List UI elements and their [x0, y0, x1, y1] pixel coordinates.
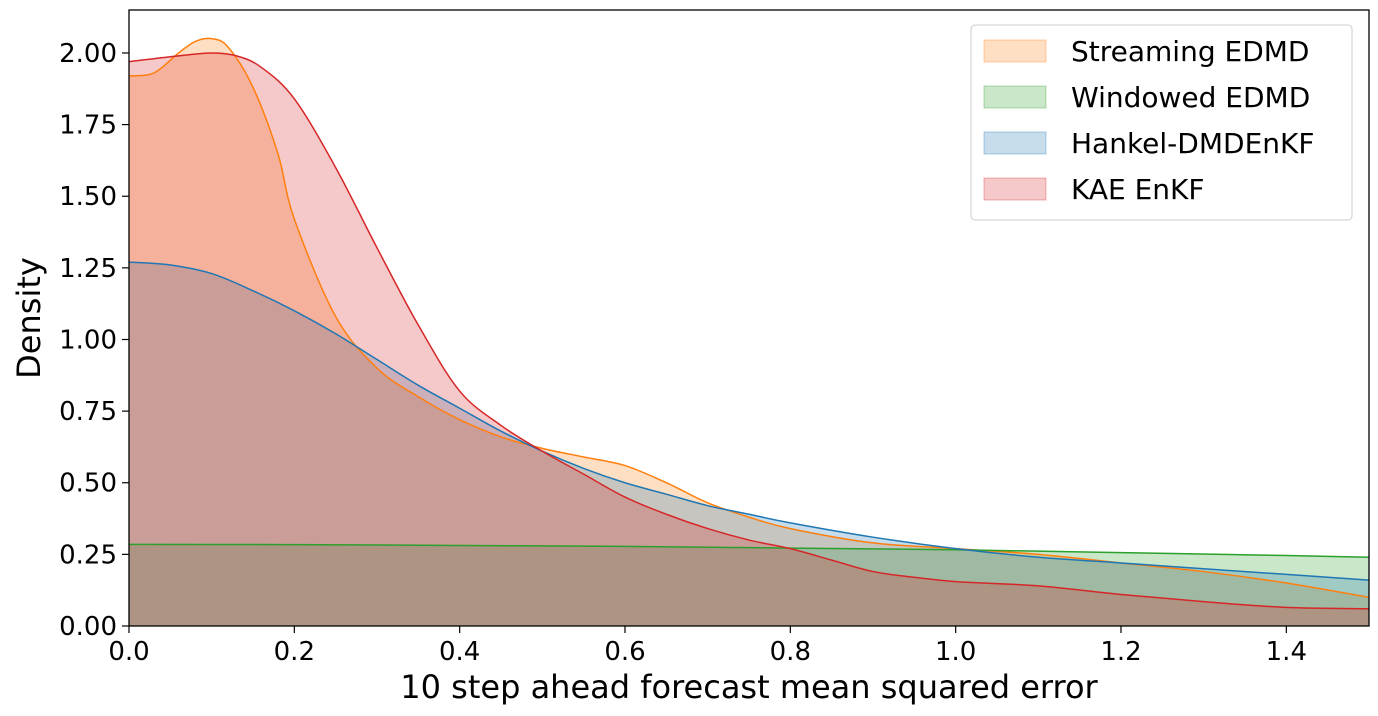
- x-tick-label: 0.2: [274, 637, 315, 667]
- y-tick-label: 1.75: [59, 111, 117, 141]
- y-tick-label: 0.50: [59, 469, 117, 499]
- y-axis-label: Density: [10, 257, 48, 379]
- x-tick-label: 1.0: [935, 637, 976, 667]
- area-streaming-edmd: [129, 38, 1369, 626]
- legend: Streaming EDMD Windowed EDMD Hankel-DMDEnK…: [970, 24, 1353, 221]
- y-tick-label: 2.00: [59, 39, 117, 69]
- density-areas: [129, 38, 1369, 626]
- x-tick-label: 1.4: [1266, 637, 1307, 667]
- legend-item: Hankel-DMDEnKF: [983, 127, 1314, 160]
- x-tick-label: 1.2: [1100, 637, 1141, 667]
- x-tick-label: 0.0: [108, 637, 149, 667]
- legend-swatch: [983, 39, 1047, 63]
- y-tick-label: 0.00: [59, 612, 117, 642]
- plot-frame: [128, 9, 1370, 627]
- x-tick-label: 0.4: [439, 637, 480, 667]
- x-axis-label: 10 step ahead forecast mean squared erro…: [400, 668, 1098, 706]
- legend-swatch: [983, 85, 1047, 109]
- y-tick-label: 1.25: [59, 254, 117, 284]
- line-streaming-edmd: [129, 37, 1369, 599]
- x-tick-label: 0.8: [770, 637, 811, 667]
- y-tick-label: 0.75: [59, 397, 117, 427]
- line-windowed-edmd: [129, 543, 1369, 558]
- area-hankel-dmdenkf: [129, 262, 1369, 626]
- legend-label: KAE EnKF: [1071, 173, 1205, 206]
- density-lines: [129, 37, 1369, 610]
- legend-swatch: [983, 177, 1047, 201]
- legend-label: Hankel-DMDEnKF: [1071, 127, 1314, 160]
- legend-label: Streaming EDMD: [1071, 35, 1309, 68]
- x-tick-label: 0.6: [604, 637, 645, 667]
- legend-label: Windowed EDMD: [1071, 81, 1310, 114]
- y-tick-label: 1.00: [59, 325, 117, 355]
- y-axis-ticks: 0.00 0.25 0.50 0.75 1.00 1.25 1.50 1.75 2.00: [59, 39, 129, 642]
- y-tick-label: 1.50: [59, 182, 117, 212]
- line-kae-enkf: [129, 52, 1369, 610]
- legend-item: Windowed EDMD: [983, 81, 1310, 114]
- y-tick-label: 0.25: [59, 540, 117, 570]
- area-kae-enkf: [129, 52, 1369, 626]
- legend-item: Streaming EDMD: [983, 35, 1309, 68]
- legend-item: KAE EnKF: [983, 173, 1205, 206]
- area-windowed-edmd: [129, 544, 1369, 626]
- legend-swatch: [983, 131, 1047, 155]
- x-axis-ticks: 0.0 0.2 0.4 0.6 0.8 1.0 1.2 1.4: [108, 626, 1307, 667]
- legend-box: [970, 24, 1353, 221]
- line-hankel-dmdenkf: [129, 261, 1369, 581]
